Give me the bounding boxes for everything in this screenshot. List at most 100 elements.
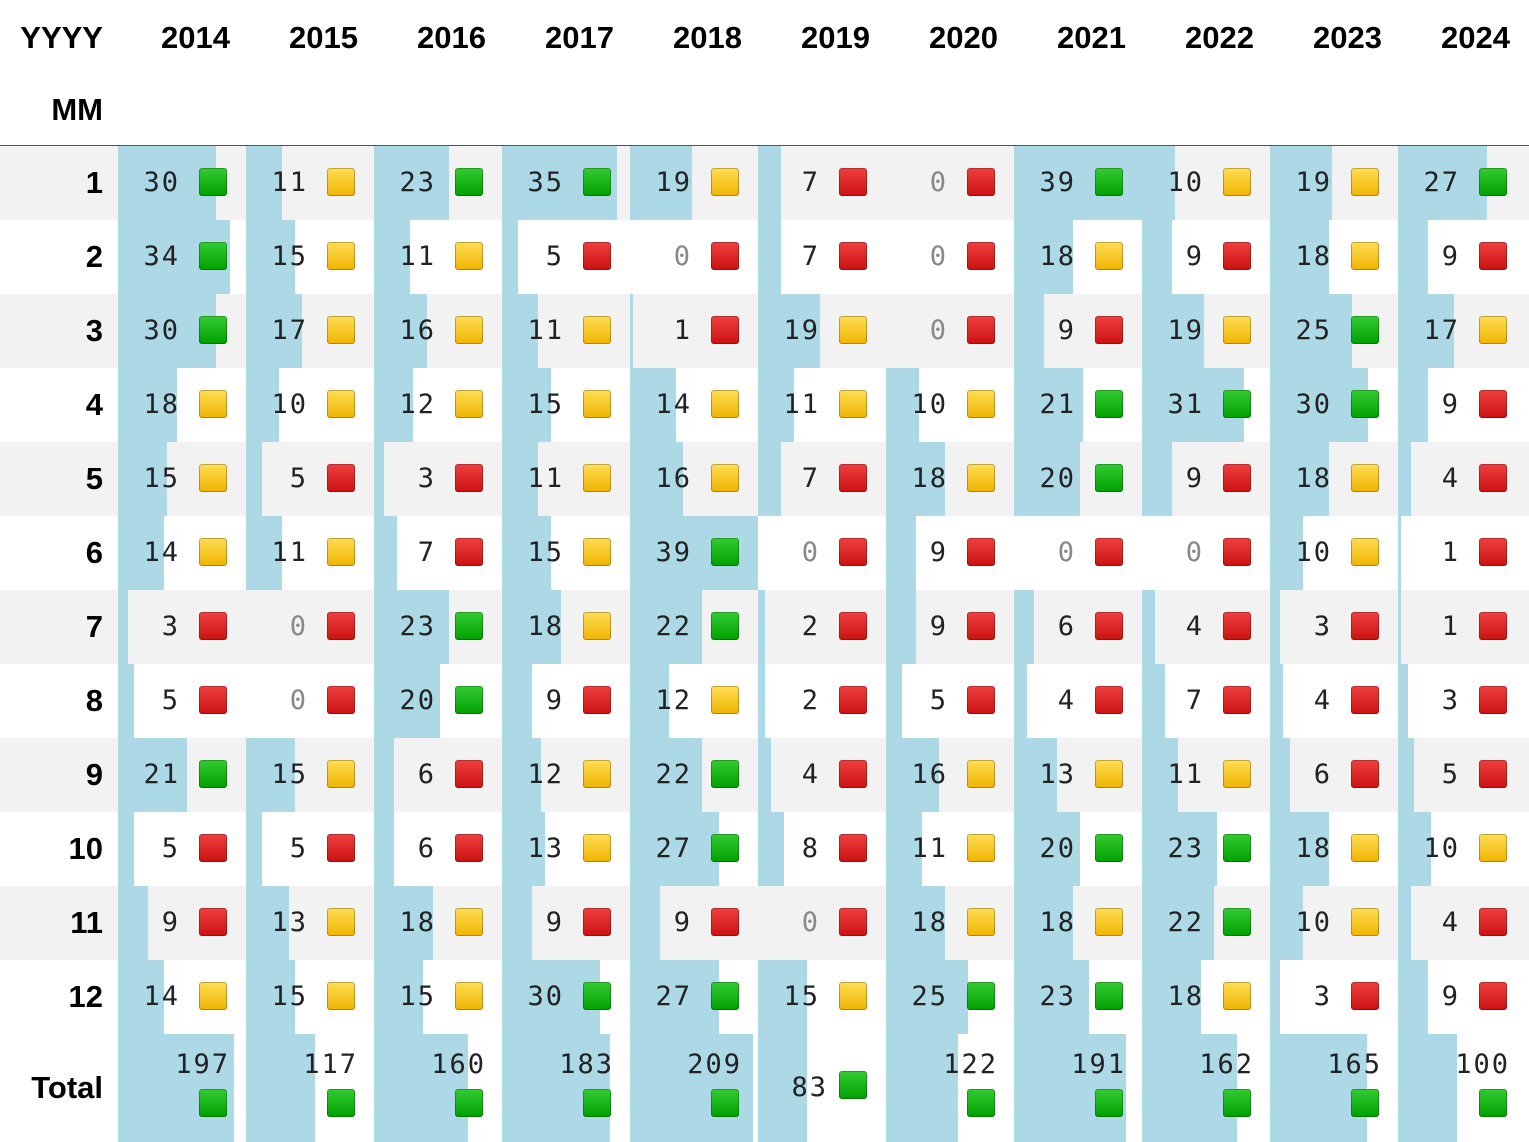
total-value-2015: 117 [303,1049,358,1080]
cell-2021-10: 20 [1014,812,1142,886]
bar-2018-9 [630,738,702,812]
value-2015-7: 0 [289,611,308,642]
cell-2017-5: 11 [502,442,630,516]
bar-2019-1 [758,146,781,220]
bar-2019-8 [758,664,765,738]
cell-2019-4: 11 [758,368,886,442]
bar-2023-6 [1270,516,1303,590]
value-2020-1: 0 [929,167,948,198]
cell-2018-3: 1 [630,294,758,368]
cell-bg-2014-2 [230,220,241,294]
bar-2015-11 [246,886,289,960]
value-2022-2: 9 [1185,241,1204,272]
header-divider [0,145,1529,146]
total-cell-2014: 197 [118,1034,246,1142]
indicator-2021-6 [1095,538,1123,566]
value-2017-8: 9 [545,685,564,716]
bar-2019-10 [758,812,784,886]
cell-2022-4: 31 [1142,368,1270,442]
cell-2017-1: 35 [502,146,630,220]
value-2024-10: 10 [1423,833,1460,864]
cell-2016-1: 23 [374,146,502,220]
value-2020-7: 9 [929,611,948,642]
total-cell-2021: 191 [1014,1034,1142,1142]
cell-2018-10: 27 [630,812,758,886]
indicator-2024-3 [1479,316,1507,344]
cell-2019-1: 7 [758,146,886,220]
cell-2022-5: 9 [1142,442,1270,516]
bar-2016-11 [374,886,433,960]
indicator-2019-5 [839,464,867,492]
value-2016-1: 23 [399,167,436,198]
cell-2023-7: 3 [1270,590,1398,664]
year-header-2016: 2016 [417,20,486,55]
value-2016-11: 18 [399,907,436,938]
total-bar-2021 [1014,1034,1126,1142]
bar-2023-10 [1270,812,1329,886]
cell-2023-1: 19 [1270,146,1398,220]
indicator-2015-1 [327,168,355,196]
indicator-2018-12 [711,982,739,1010]
value-2017-1: 35 [527,167,564,198]
cell-2018-4: 14 [630,368,758,442]
value-2014-2: 34 [143,241,180,272]
indicator-2019-7 [839,612,867,640]
value-2021-5: 20 [1039,463,1076,494]
indicator-2014-2 [199,242,227,270]
indicator-2017-1 [583,168,611,196]
bar-2020-9 [886,738,939,812]
cell-2024-12: 9 [1398,960,1526,1034]
cell-2018-5: 16 [630,442,758,516]
value-2014-12: 14 [143,981,180,1012]
cell-2021-11: 18 [1014,886,1142,960]
value-2024-11: 4 [1441,907,1460,938]
indicator-2015-7 [327,612,355,640]
bar-2014-9 [118,738,187,812]
bar-2017-11 [502,886,532,960]
total-indicator-2019 [839,1071,867,1099]
bar-2023-2 [1270,220,1329,294]
bar-2017-8 [502,664,532,738]
bar-2020-6 [886,516,916,590]
indicator-2019-3 [839,316,867,344]
bar-2023-3 [1270,294,1352,368]
value-2021-4: 21 [1039,389,1076,420]
cell-2014-5: 15 [118,442,246,516]
indicator-2019-8 [839,686,867,714]
cell-2017-9: 12 [502,738,630,812]
value-2021-3: 9 [1057,315,1076,346]
indicator-2024-10 [1479,834,1507,862]
total-cell-2016: 160 [374,1034,502,1142]
indicator-2017-11 [583,908,611,936]
bar-2016-8 [374,664,440,738]
bar-2019-4 [758,368,794,442]
indicator-2021-7 [1095,612,1123,640]
bar-2014-12 [118,960,164,1034]
cell-2021-1: 39 [1014,146,1142,220]
value-2018-5: 16 [655,463,692,494]
cell-2015-10: 5 [246,812,374,886]
cell-2018-7: 22 [630,590,758,664]
cell-2016-12: 15 [374,960,502,1034]
cell-2015-11: 13 [246,886,374,960]
cell-2015-6: 11 [246,516,374,590]
cell-2022-6: 0 [1142,516,1270,590]
total-bar-2018 [630,1034,753,1142]
indicator-2019-6 [839,538,867,566]
value-2014-3: 30 [143,315,180,346]
bar-2017-6 [502,516,551,590]
bar-2024-4 [1398,368,1428,442]
value-2014-1: 30 [143,167,180,198]
indicator-2017-10 [583,834,611,862]
total-bar-2015 [246,1034,315,1142]
year-header-2017: 2017 [545,20,614,55]
value-2022-1: 10 [1167,167,1204,198]
cell-2022-2: 9 [1142,220,1270,294]
cell-2022-1: 10 [1142,146,1270,220]
cell-2020-3: 0 [886,294,1014,368]
cell-2021-7: 6 [1014,590,1142,664]
cell-2021-2: 18 [1014,220,1142,294]
indicator-2022-2 [1223,242,1251,270]
indicator-2014-3 [199,316,227,344]
cell-2022-8: 7 [1142,664,1270,738]
